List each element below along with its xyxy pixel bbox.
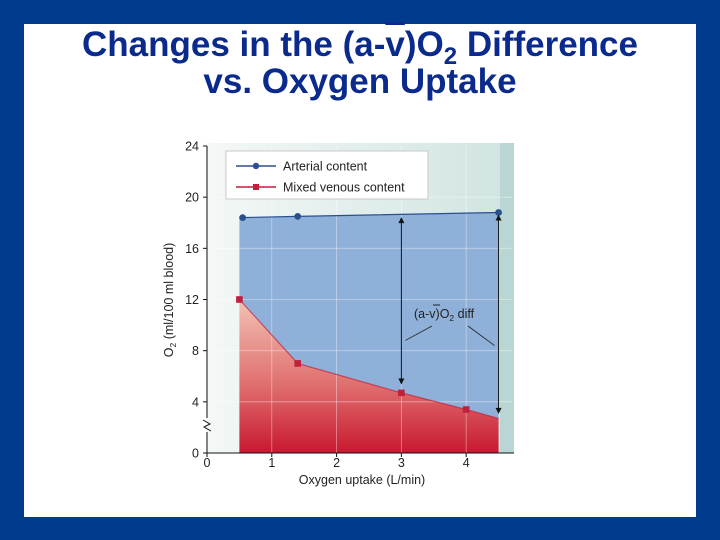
y-axis-break: [202, 419, 212, 432]
title-line1-end: Difference: [457, 25, 638, 64]
x-tick-label-4: 4: [463, 456, 470, 470]
venous-content-area: [239, 299, 499, 453]
legend-label-arterial: Arterial content: [283, 160, 368, 174]
title-line2: vs. Oxygen Uptake: [203, 62, 517, 101]
x-axis-label: Oxygen uptake (L/min): [299, 473, 425, 487]
x-tick-label-0: 0: [204, 456, 211, 470]
annotation-leader-left: [405, 325, 433, 341]
arterial-point-1: [294, 212, 302, 220]
legend-box: [225, 150, 429, 200]
diff-arrow-3-head-top: [398, 217, 405, 224]
y-tick-label-20: 20: [185, 191, 199, 205]
diff-arrow-4-5-head-top: [495, 214, 502, 221]
y-tick-label-8: 8: [192, 344, 199, 358]
annotation-leader-right: [467, 325, 495, 346]
title-line1-post: )O: [404, 25, 444, 64]
chart-frame-shadow: [500, 143, 514, 453]
slide-title: Changes in the (a-v)O2 Difference vs. Ox…: [0, 26, 720, 100]
y-axis-label: O2 (ml/100 ml blood): [162, 243, 178, 358]
venous-point-0: [236, 296, 243, 303]
diff-arrow-4-5-head-bottom: [495, 407, 502, 414]
y-tick-label-0: 0: [192, 447, 199, 461]
y-tick-label-24: 24: [185, 140, 199, 154]
diff-arrow-3-head-bottom: [398, 378, 405, 385]
x-tick-label-2: 2: [333, 456, 340, 470]
y-tick-label-4: 4: [192, 395, 199, 409]
legend-label-venous: Mixed venous content: [283, 181, 405, 195]
legend: Arterial content Mixed venous content: [225, 150, 429, 200]
arterial-point-0: [239, 214, 247, 222]
x-tick-label-3: 3: [398, 456, 405, 470]
legend-marker-arterial: [252, 162, 260, 170]
venous-point-3: [462, 406, 470, 413]
annotation-label: (a-v)O2 diff: [414, 307, 475, 323]
legend-marker-venous: [253, 184, 259, 190]
arterial-point-2: [495, 209, 502, 216]
title-vbar: v: [385, 25, 405, 64]
arteriovenous-difference-area: [239, 212, 499, 419]
diff-annotation: (a-v)O2 diff: [414, 304, 475, 323]
title-line1-pre: Changes in the (a-: [82, 25, 386, 64]
y-tick-label-16: 16: [185, 242, 199, 256]
venous-point-2: [398, 389, 405, 397]
x-tick-label-1: 1: [268, 456, 275, 470]
y-tick-label-12: 12: [185, 293, 199, 307]
venous-point-1: [294, 360, 302, 367]
